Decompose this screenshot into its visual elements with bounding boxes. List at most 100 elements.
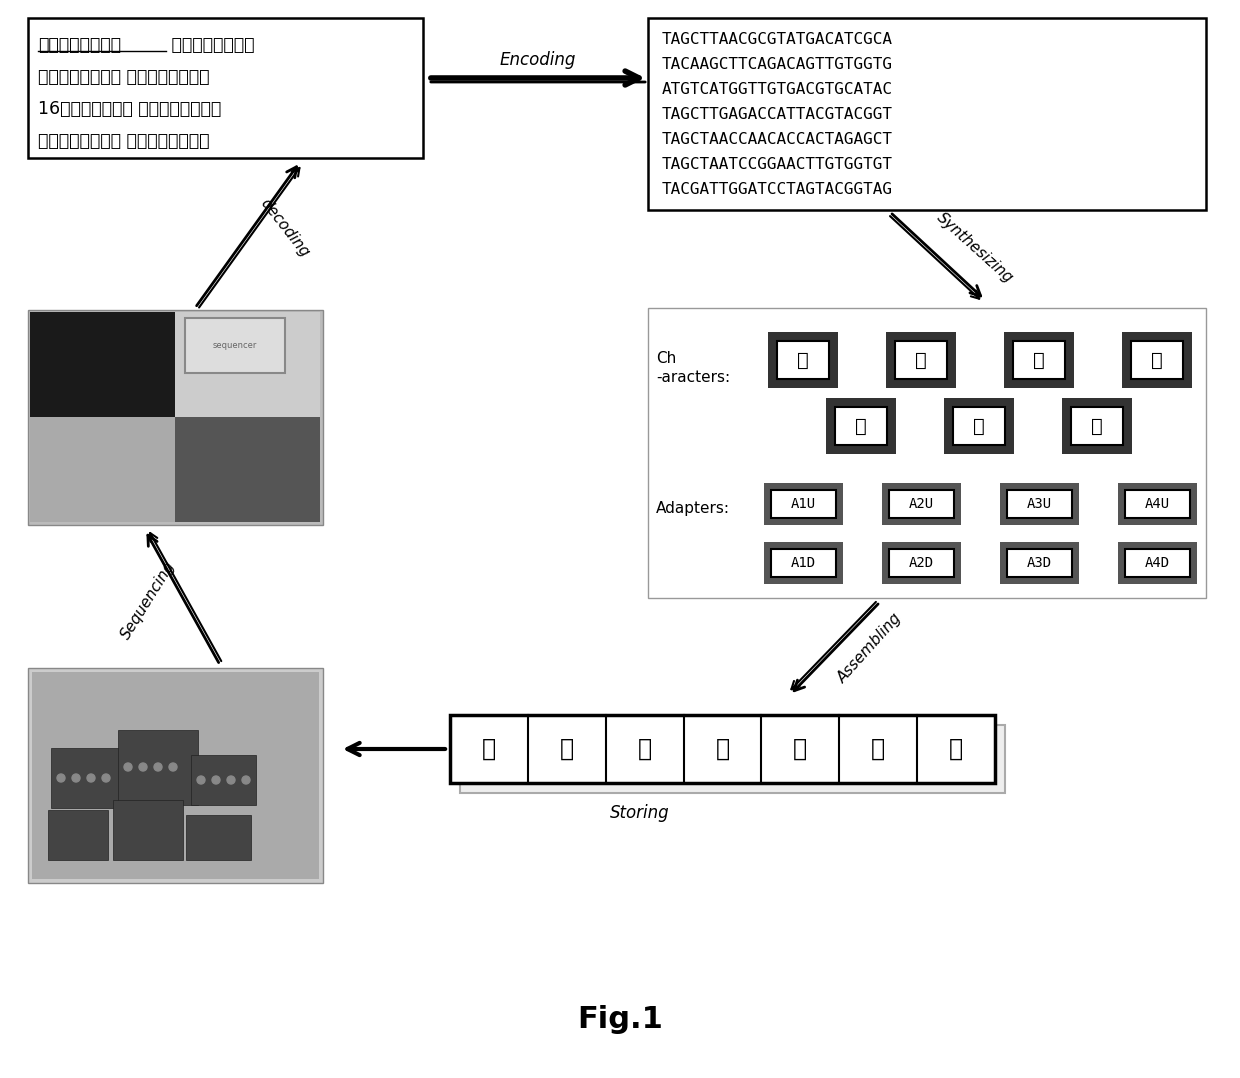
Bar [770, 549, 836, 577]
Circle shape [197, 776, 205, 784]
Circle shape [72, 774, 81, 782]
Circle shape [124, 763, 131, 771]
Bar [175, 312, 320, 417]
Text: Storing: Storing [610, 804, 670, 823]
Bar [1004, 332, 1074, 388]
Bar [185, 318, 285, 373]
Bar [1131, 341, 1183, 379]
Text: A4U: A4U [1145, 497, 1169, 511]
Text: TAGCTTAACGCGTATGACATCGCA: TAGCTTAACGCGTATGACATCGCA [662, 32, 893, 47]
Bar [48, 810, 108, 860]
Bar [30, 312, 175, 417]
Bar [32, 672, 319, 879]
Text: TAGCTTGAGACCATTACGTACGGT: TAGCTTGAGACCATTACGTACGGT [662, 107, 893, 122]
Text: A2U: A2U [909, 497, 934, 511]
Circle shape [87, 774, 95, 782]
Bar [895, 341, 947, 379]
Bar [29, 18, 423, 158]
Bar [882, 483, 961, 525]
Text: TAGCTAATCCGGAACTTGTGGTGT: TAGCTAATCCGGAACTTGTGGTGT [662, 157, 893, 172]
Circle shape [102, 774, 110, 782]
Text: 华: 华 [482, 737, 496, 761]
Text: ATGTCATGGTTGTGACGTGCATAC: ATGTCATGGTTGTGACGTGCATAC [662, 82, 893, 97]
Bar [882, 542, 961, 584]
Text: 写: 写 [715, 737, 729, 761]
Text: A3U: A3U [1027, 497, 1052, 511]
Circle shape [154, 763, 162, 771]
Text: A2D: A2D [909, 556, 934, 570]
Bar [835, 407, 887, 445]
Bar [30, 417, 175, 522]
Text: Adapters:: Adapters: [656, 500, 730, 515]
Text: 章: 章 [915, 350, 926, 370]
Bar [889, 549, 954, 577]
Bar [954, 407, 1004, 445]
Circle shape [57, 774, 64, 782]
Text: decoding: decoding [258, 196, 312, 260]
Text: A1D: A1D [790, 556, 816, 570]
Bar [887, 332, 956, 388]
Bar [29, 310, 322, 525]
Text: 华章谱写基因梦，: 华章谱写基因梦， [38, 36, 122, 54]
Bar [1125, 490, 1189, 519]
Bar [999, 483, 1079, 525]
Bar [768, 332, 838, 388]
Bar [1061, 398, 1132, 454]
Bar [460, 725, 1004, 793]
Bar [999, 542, 1079, 584]
Bar [1007, 549, 1071, 577]
Bar [29, 668, 322, 883]
Bar [770, 490, 836, 519]
Text: A1U: A1U [790, 497, 816, 511]
Bar [118, 730, 198, 805]
Text: TACGATTGGATCCTAGTACGGTAG: TACGATTGGATCCTAGTACGGTAG [662, 182, 893, 197]
Bar [1117, 542, 1197, 584]
Text: Sequencing: Sequencing [118, 558, 179, 641]
Bar [944, 398, 1014, 454]
Text: 梦: 梦 [1091, 416, 1102, 436]
Bar [764, 542, 842, 584]
Text: 基: 基 [856, 416, 867, 436]
Text: A3D: A3D [1027, 556, 1052, 570]
Text: Ch
-aracters:: Ch -aracters: [656, 351, 730, 385]
Bar [1071, 407, 1123, 445]
Text: 华: 华 [797, 350, 808, 370]
Bar [649, 18, 1207, 210]
Bar [1007, 490, 1071, 519]
Text: 年年今朝贺华诞， 庆祝迎向新时代。: 年年今朝贺华诞， 庆祝迎向新时代。 [38, 132, 210, 150]
Bar [1117, 483, 1197, 525]
Text: A4D: A4D [1145, 556, 1169, 570]
Text: sequencer: sequencer [213, 341, 257, 349]
Bar [450, 715, 994, 783]
Bar [764, 483, 842, 525]
Bar [186, 815, 250, 860]
Text: 章: 章 [559, 737, 574, 761]
Bar [826, 398, 897, 454]
Bar [175, 417, 320, 522]
Text: Synthesizing: Synthesizing [934, 210, 1016, 286]
Circle shape [169, 763, 177, 771]
Text: 因: 因 [973, 416, 985, 436]
Bar [1122, 332, 1192, 388]
Bar [1013, 341, 1065, 379]
Text: Fig.1: Fig.1 [577, 1006, 663, 1035]
Text: Encoding: Encoding [500, 51, 577, 69]
Bar [889, 490, 954, 519]
Text: 谱: 谱 [1033, 350, 1045, 370]
Text: 基因科技惠百姓， 因需而生重人才。: 基因科技惠百姓， 因需而生重人才。 [38, 68, 210, 86]
Circle shape [212, 776, 219, 784]
Text: 基: 基 [794, 737, 807, 761]
Text: 大志于胸创未来。: 大志于胸创未来。 [166, 36, 254, 54]
Bar [649, 308, 1207, 598]
Circle shape [242, 776, 250, 784]
Bar [777, 341, 830, 379]
Bar [113, 800, 184, 860]
Text: 梦: 梦 [949, 737, 963, 761]
Text: 谱: 谱 [637, 737, 652, 761]
Circle shape [139, 763, 148, 771]
Text: Assembling: Assembling [835, 610, 905, 686]
Circle shape [227, 776, 236, 784]
Text: 写: 写 [1151, 350, 1163, 370]
Text: 16载风雨同舟渡； 周闻天下展风采。: 16载风雨同舟渡； 周闻天下展风采。 [38, 100, 221, 118]
Text: TAGCTAACCAACACCACTAGAGCT: TAGCTAACCAACACCACTAGAGCT [662, 132, 893, 147]
